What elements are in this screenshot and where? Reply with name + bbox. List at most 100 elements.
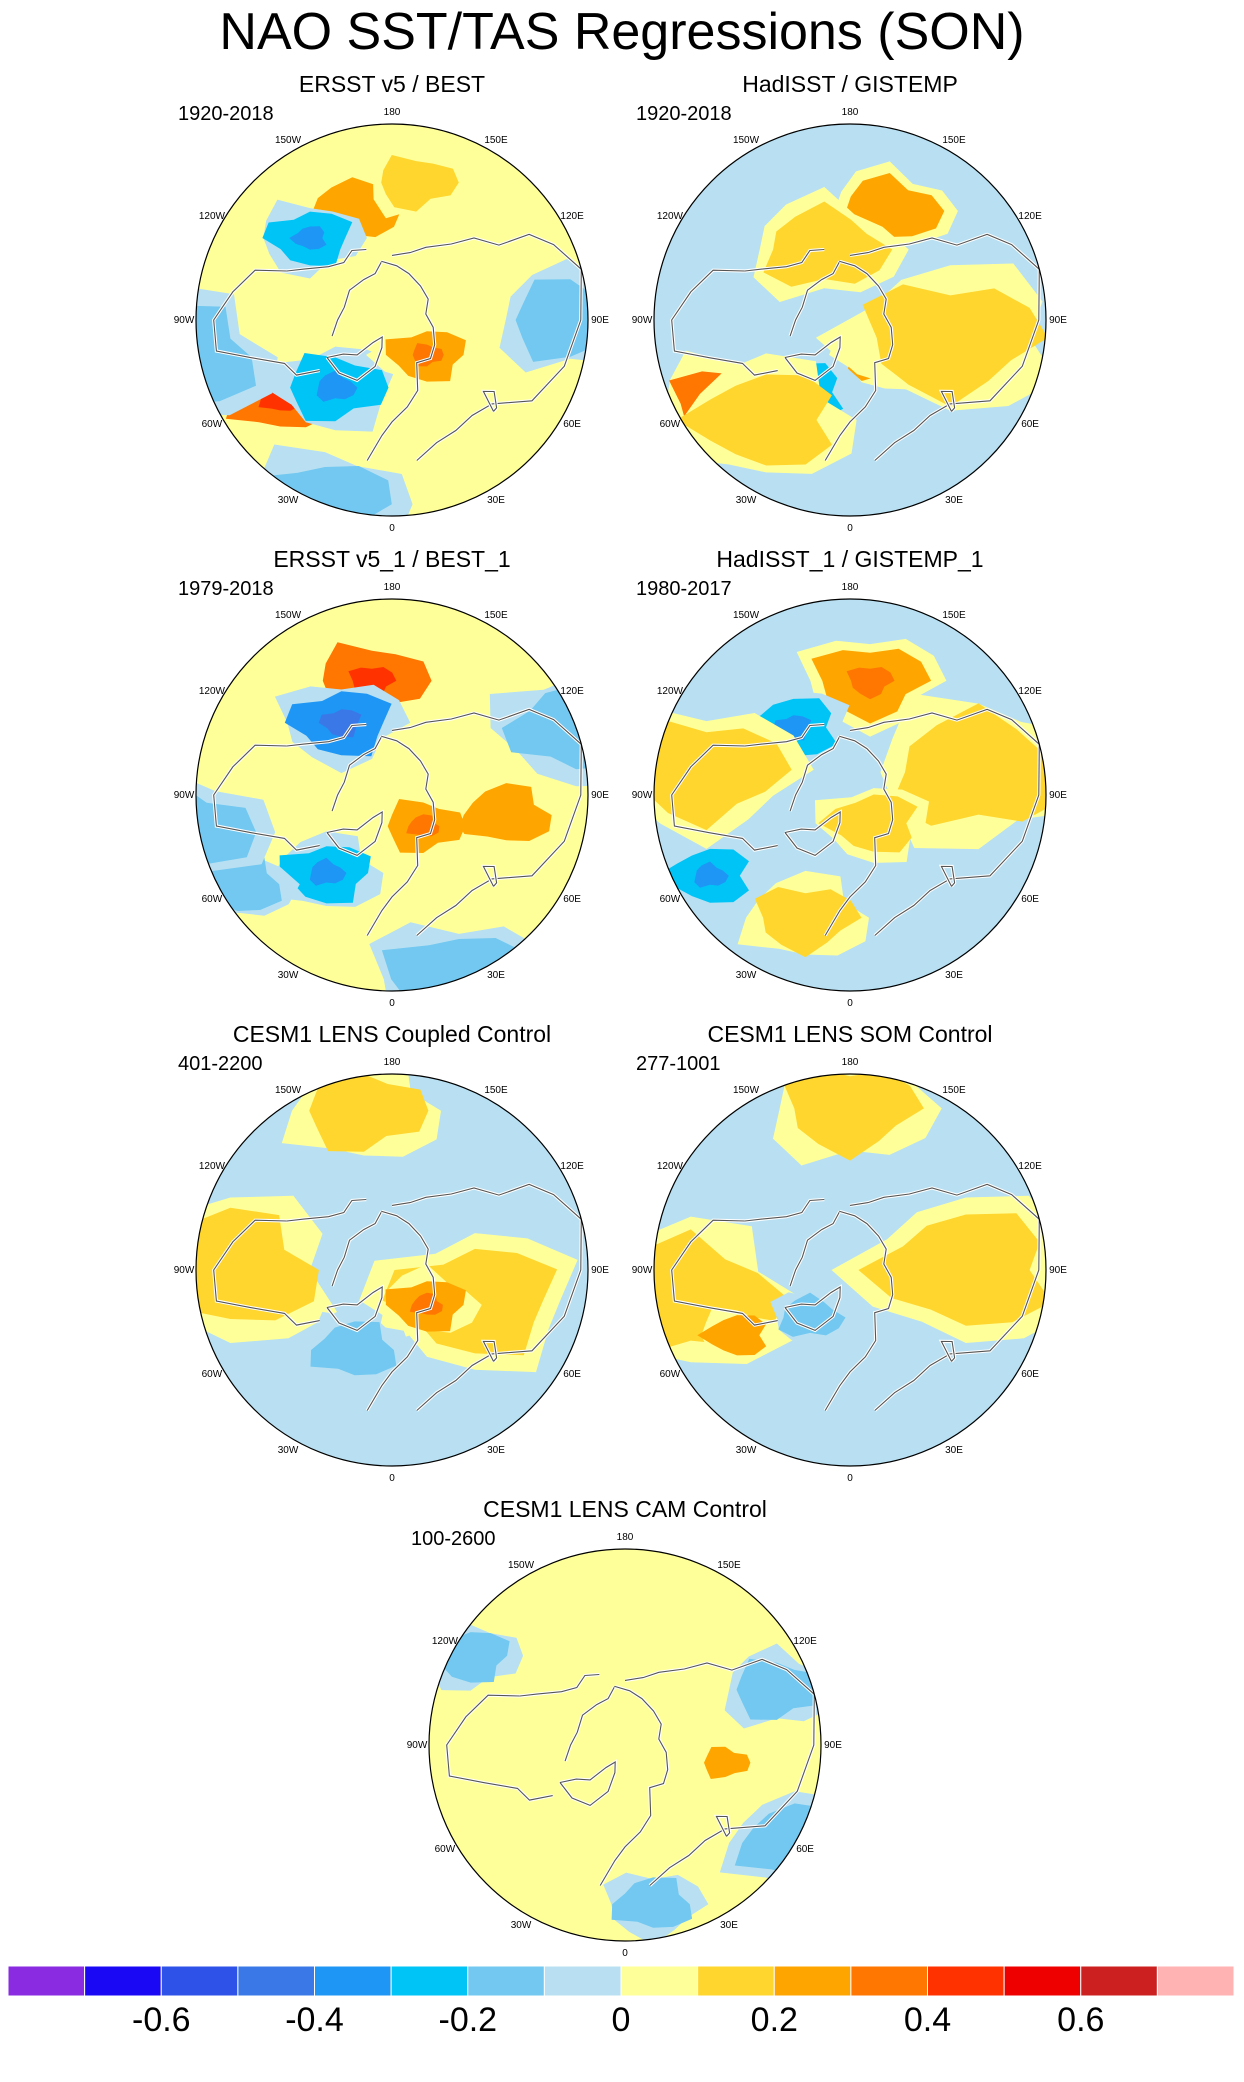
- longitude-label: 90W: [407, 1740, 428, 1751]
- coastline: [824, 735, 894, 936]
- colorbar-box: [620, 1966, 699, 1996]
- colorbar-tick-label: 0.6: [1057, 2001, 1105, 2039]
- map-frame: [653, 1073, 1047, 1467]
- longitude-label: 0: [389, 1473, 395, 1484]
- longitude-label: 120W: [199, 1161, 226, 1172]
- coastline: [671, 1219, 778, 1326]
- panel-title: ERSST v5_1 / BEST_1: [273, 546, 511, 572]
- panel-period: 1979-2018: [178, 578, 274, 600]
- longitude-label: 150W: [275, 1085, 302, 1096]
- coastline: [940, 865, 956, 887]
- colorbar-box: [773, 1966, 852, 1996]
- longitude-label: 90W: [632, 1265, 653, 1276]
- longitude-label: 60W: [660, 894, 681, 905]
- longitude-label: 30E: [720, 1920, 738, 1931]
- longitude-label: 60W: [660, 1369, 681, 1380]
- longitude-label: 30E: [945, 970, 963, 981]
- panel-title: ERSST v5 / BEST: [298, 71, 486, 97]
- longitude-label: 30W: [278, 1445, 299, 1456]
- colorbar-tick-label: -0.6: [132, 2001, 191, 2039]
- colorbar-tick-label: -0.2: [438, 2001, 498, 2039]
- longitude-label: 150E: [942, 1085, 966, 1096]
- longitude-label: 180: [842, 582, 859, 593]
- colorbar-box: [850, 1966, 929, 1996]
- map-panel: CESM1 LENS CAM Control 100-2600 180 150E 120…: [405, 1495, 845, 1959]
- panel-title: HadISST_1 / GISTEMP_1: [716, 546, 984, 572]
- panel-title: CESM1 LENS SOM Control: [707, 1021, 993, 1047]
- map-frame: [195, 598, 589, 992]
- longitude-label: 180: [617, 1532, 634, 1543]
- coastline: [482, 390, 498, 412]
- longitude-label: 120W: [199, 686, 226, 697]
- colorbar-box: [697, 1966, 775, 1996]
- coastline: [824, 1210, 894, 1411]
- anomaly-core: [654, 719, 792, 831]
- coastline: [559, 1761, 616, 1807]
- colorbar-box: [1156, 1966, 1234, 1996]
- coastline: [784, 811, 841, 857]
- anomaly-core: [309, 1074, 429, 1152]
- longitude-label: 120W: [432, 1636, 459, 1647]
- colorbar-box: [543, 1966, 622, 1996]
- longitude-label: 120E: [1018, 686, 1042, 697]
- colorbar-box: [84, 1966, 162, 1996]
- anomaly-core: [457, 783, 552, 841]
- anomaly-peak: [316, 370, 358, 402]
- anomaly-core: [783, 1074, 924, 1161]
- longitude-label: 90W: [174, 315, 195, 326]
- colorbar: [8, 1966, 1234, 1996]
- map-frame: [653, 598, 1047, 992]
- anomaly-core: [501, 683, 588, 770]
- anomaly-core: [734, 1803, 821, 1875]
- longitude-label: 0: [847, 1473, 853, 1484]
- coastline: [519, 1673, 600, 1697]
- colorbar-tick-label: 0.4: [903, 2001, 952, 2039]
- longitude-label: 180: [384, 107, 401, 118]
- coastline: [331, 261, 383, 337]
- longitude-label: 60E: [1021, 1369, 1039, 1380]
- longitude-label: 90W: [632, 315, 653, 326]
- anomaly-core: [736, 1658, 821, 1720]
- coastline: [326, 811, 383, 857]
- longitude-label: 180: [384, 1057, 401, 1068]
- coastline: [789, 1211, 841, 1287]
- longitude-label: 120W: [657, 211, 684, 222]
- anomaly-core: [704, 1746, 751, 1779]
- anomaly-core: [858, 1213, 1046, 1326]
- longitude-label: 120E: [560, 211, 584, 222]
- panel-period: 1920-2018: [178, 103, 274, 125]
- longitude-label: 30E: [487, 970, 505, 981]
- coastline: [366, 1210, 436, 1411]
- coastline: [715, 1815, 731, 1837]
- longitude-label: 180: [842, 107, 859, 118]
- longitude-label: 30W: [278, 495, 299, 506]
- longitude-label: 150W: [733, 1085, 760, 1096]
- longitude-label: 30W: [736, 1445, 757, 1456]
- coastline: [326, 336, 383, 382]
- coastline: [366, 735, 436, 936]
- panel-title: HadISST / GISTEMP: [742, 71, 958, 97]
- longitude-label: 150W: [733, 135, 760, 146]
- polar-map: 180 150E 120E 90E 60E 30E 0 30W 60W 90W 120W 150W: [174, 582, 610, 1009]
- longitude-label: 60E: [1021, 419, 1039, 430]
- longitude-label: 60E: [1021, 894, 1039, 905]
- colorbar-box: [1003, 1966, 1082, 1996]
- anomaly-core: [754, 887, 862, 958]
- coastline: [446, 1694, 553, 1801]
- anomaly-core: [196, 305, 256, 404]
- coastline: [744, 723, 825, 747]
- coastline: [213, 269, 320, 376]
- anomaly-peak: [846, 667, 895, 700]
- coastline: [213, 744, 320, 851]
- anomaly-core: [611, 1877, 693, 1928]
- anomaly-core: [862, 284, 1046, 407]
- colorbar-box: [467, 1966, 545, 1996]
- coastline: [286, 248, 367, 272]
- map-background: [429, 1549, 821, 1941]
- colorbar-box: [160, 1966, 239, 1996]
- longitude-label: 150E: [942, 135, 966, 146]
- polar-map: 180 150E 120E 90E 60E 30E 0 30W 60W 90W 120W 150W: [174, 107, 610, 534]
- longitude-label: 60E: [563, 1369, 581, 1380]
- anomaly-peak: [318, 709, 362, 738]
- anomaly-peak: [309, 857, 347, 886]
